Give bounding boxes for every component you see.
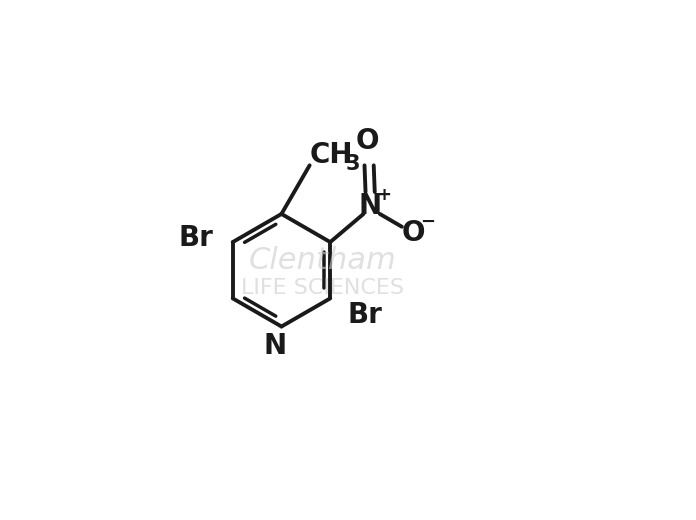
Text: Br: Br bbox=[347, 301, 383, 329]
Text: CH: CH bbox=[309, 141, 353, 169]
Text: Clentham: Clentham bbox=[248, 245, 396, 275]
Text: O: O bbox=[356, 127, 379, 155]
Text: Br: Br bbox=[178, 224, 214, 252]
Text: N: N bbox=[264, 332, 287, 360]
Text: 3: 3 bbox=[346, 154, 361, 174]
Text: N: N bbox=[358, 192, 381, 220]
Text: LIFE SCIENCES: LIFE SCIENCES bbox=[241, 278, 404, 298]
Text: +: + bbox=[377, 186, 391, 204]
Text: O: O bbox=[402, 219, 425, 247]
Text: −: − bbox=[420, 213, 435, 231]
